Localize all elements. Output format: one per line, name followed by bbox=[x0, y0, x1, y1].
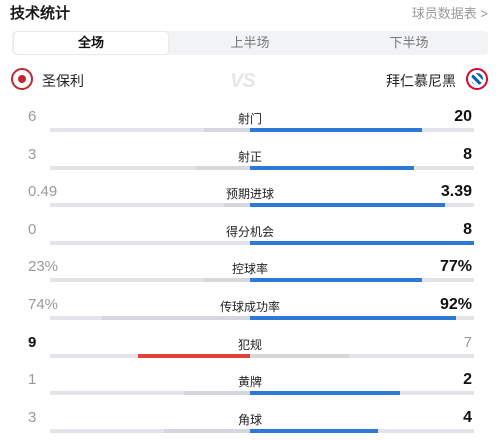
home-value: 0 bbox=[28, 221, 37, 238]
home-bar-track bbox=[50, 429, 250, 433]
vs-watermark: VS bbox=[230, 70, 256, 92]
home-bar bbox=[204, 278, 250, 282]
player-stats-link[interactable]: 球员数据表 > bbox=[411, 6, 488, 21]
home-bar-track bbox=[50, 166, 250, 170]
away-value: 92% bbox=[439, 296, 472, 313]
away-value: 2 bbox=[463, 371, 472, 388]
st-pauli-crest-icon bbox=[11, 68, 33, 90]
stat-row: 1 黄牌 2 bbox=[0, 371, 500, 401]
home-bar-track bbox=[50, 128, 250, 132]
tab-first-half[interactable]: 上半场 bbox=[230, 35, 270, 50]
away-bar bbox=[250, 128, 423, 132]
home-bar bbox=[224, 203, 250, 207]
home-value: 9 bbox=[28, 334, 37, 351]
home-bar bbox=[164, 429, 250, 433]
teams-row: 圣保利 VS 拜仁慕尼黑 bbox=[0, 66, 500, 96]
stat-row: 3 射正 8 bbox=[0, 146, 500, 176]
home-value: 3 bbox=[28, 409, 37, 426]
stat-label: 控球率 bbox=[231, 262, 268, 276]
stat-label: 黄牌 bbox=[237, 375, 262, 389]
home-value: 1 bbox=[28, 371, 37, 388]
home-bar-track bbox=[50, 241, 250, 245]
home-bar-track bbox=[50, 354, 250, 358]
stat-label: 犯规 bbox=[237, 338, 262, 352]
home-bar bbox=[102, 316, 250, 320]
home-value: 23% bbox=[28, 258, 59, 275]
away-team-name: 拜仁慕尼黑 bbox=[386, 73, 456, 89]
away-bar-track bbox=[250, 128, 474, 132]
stat-row: 9 犯规 7 bbox=[0, 334, 500, 364]
home-bar-track bbox=[50, 391, 250, 395]
stat-label: 射门 bbox=[237, 112, 262, 126]
home-bar bbox=[196, 166, 250, 170]
tab-full-match[interactable]: 全场 bbox=[14, 32, 168, 54]
away-value: 20 bbox=[454, 108, 472, 125]
stat-label: 得分机会 bbox=[225, 225, 274, 239]
away-bar bbox=[250, 166, 414, 170]
stat-label: 预期进球 bbox=[225, 187, 274, 201]
away-bar-track bbox=[250, 354, 474, 358]
away-bar bbox=[250, 278, 423, 282]
away-bar-track bbox=[250, 241, 474, 245]
stats-header: 技术统计 球员数据表 > bbox=[0, 0, 500, 22]
away-value: 4 bbox=[463, 409, 472, 426]
away-bar bbox=[250, 391, 401, 395]
away-value: 77% bbox=[439, 258, 472, 275]
stat-label: 射正 bbox=[237, 150, 262, 164]
section-title: 技术统计 bbox=[10, 5, 71, 22]
away-bar bbox=[250, 429, 378, 433]
home-bar-track bbox=[50, 203, 250, 207]
stat-label: 传球成功率 bbox=[219, 300, 280, 314]
away-bar-track bbox=[250, 391, 474, 395]
away-bar-track bbox=[250, 429, 474, 433]
away-value: 8 bbox=[463, 221, 472, 238]
period-tabs: 全场 上半场 下半场 bbox=[12, 31, 488, 55]
away-value: 7 bbox=[463, 334, 472, 351]
away-value: 3.39 bbox=[440, 183, 472, 200]
away-bar-track bbox=[250, 166, 474, 170]
home-value: 0.49 bbox=[28, 183, 58, 200]
stat-row: 74% 传球成功率 92% bbox=[0, 296, 500, 326]
away-bar bbox=[250, 203, 445, 207]
home-bar bbox=[204, 128, 250, 132]
away-bar-track bbox=[250, 203, 474, 207]
home-team-name: 圣保利 bbox=[42, 73, 84, 89]
bayern-munich-crest-icon bbox=[466, 68, 488, 90]
home-bar-track bbox=[50, 278, 250, 282]
stat-label: 角球 bbox=[237, 413, 262, 427]
home-value: 74% bbox=[28, 296, 59, 313]
tab-second-half[interactable]: 下半场 bbox=[389, 35, 429, 50]
away-value: 8 bbox=[463, 146, 472, 163]
home-bar bbox=[138, 354, 250, 358]
away-bar bbox=[250, 316, 457, 320]
home-value: 6 bbox=[28, 108, 37, 125]
stat-row: 6 射门 20 bbox=[0, 108, 500, 138]
home-bar bbox=[184, 391, 250, 395]
away-bar bbox=[250, 354, 349, 358]
away-bar-track bbox=[250, 278, 474, 282]
home-bar-track bbox=[50, 316, 250, 320]
stat-row: 0.49 预期进球 3.39 bbox=[0, 183, 500, 213]
home-value: 3 bbox=[28, 146, 37, 163]
stat-row: 3 角球 4 bbox=[0, 409, 500, 439]
stat-row: 23% 控球率 77% bbox=[0, 258, 500, 288]
stat-row: 0 得分机会 8 bbox=[0, 221, 500, 251]
away-bar bbox=[250, 241, 474, 245]
away-bar-track bbox=[250, 316, 474, 320]
